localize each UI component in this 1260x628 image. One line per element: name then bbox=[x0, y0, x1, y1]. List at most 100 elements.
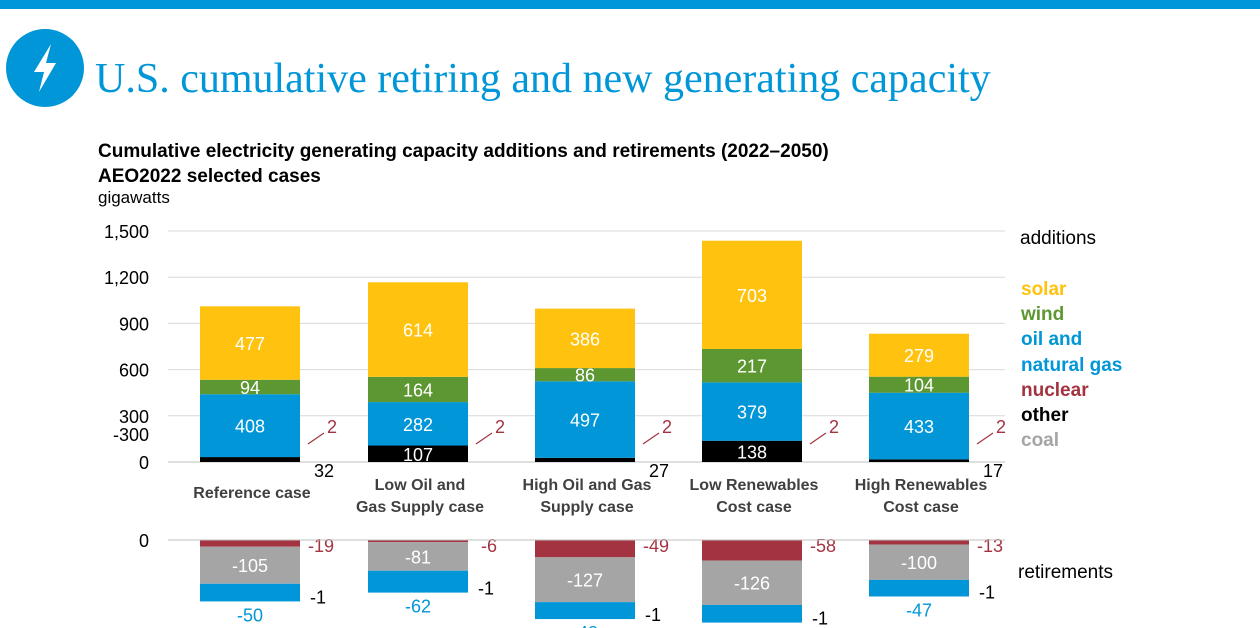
data-label-wind: 104 bbox=[904, 376, 934, 396]
data-label-solar: 279 bbox=[904, 346, 934, 366]
data-label-oil-and-natural-gas: 497 bbox=[570, 411, 600, 431]
data-label-other: 107 bbox=[403, 445, 433, 465]
nuclear-callout-line bbox=[976, 432, 994, 445]
slide-title: U.S. cumulative retiring and new generat… bbox=[95, 56, 991, 102]
additions-label: additions bbox=[1020, 228, 1096, 249]
bar-solar bbox=[869, 333, 969, 377]
data-label-solar: 614 bbox=[403, 321, 433, 341]
legend-item: nuclear bbox=[1021, 380, 1089, 401]
data-label-wind: 164 bbox=[403, 380, 433, 400]
data-label-other: 27 bbox=[649, 461, 669, 481]
nuclear-callout-line bbox=[642, 432, 660, 445]
data-label-retire-nuclear: -6 bbox=[481, 536, 497, 556]
data-label-retire-other: -1 bbox=[310, 587, 326, 607]
bar-wind bbox=[200, 379, 300, 395]
chart-title: Cumulative electricity generating capaci… bbox=[98, 139, 829, 189]
y-tick-label: -300 bbox=[113, 425, 149, 445]
bar-other bbox=[869, 459, 969, 462]
bar-oil-and-natural-gas bbox=[200, 394, 300, 458]
data-label-wind: 94 bbox=[240, 378, 260, 398]
bar-wind bbox=[535, 368, 635, 382]
category-label: Supply case bbox=[540, 499, 633, 516]
data-label-wind: 217 bbox=[737, 357, 767, 377]
retire-bar-nuclear bbox=[535, 540, 635, 558]
retire-bar-oil-and-natural-gas bbox=[869, 579, 969, 597]
legend-item: natural gas bbox=[1021, 355, 1122, 376]
data-label-oil-and-natural-gas: 408 bbox=[235, 417, 265, 437]
category-label: Reference case bbox=[193, 485, 311, 502]
data-label-retire-other: -1 bbox=[812, 609, 828, 628]
retire-bar-oil-and-natural-gas bbox=[535, 602, 635, 620]
category-label: High Oil and Gas bbox=[523, 477, 652, 494]
data-label-solar: 386 bbox=[570, 329, 600, 349]
data-label-solar: 703 bbox=[737, 286, 767, 306]
category-label: Low Oil and bbox=[375, 477, 466, 494]
data-label-retire-nuclear: -13 bbox=[977, 536, 1003, 556]
data-label-retire-oil-gas: -62 bbox=[405, 597, 431, 617]
y-tick-label: 600 bbox=[119, 361, 149, 381]
retire-bar-coal bbox=[702, 560, 802, 605]
data-label-retire-other: -1 bbox=[979, 582, 995, 602]
category-label: High Renewables bbox=[855, 477, 988, 494]
data-label-solar: 477 bbox=[235, 334, 265, 354]
y-tick-label: 1,500 bbox=[104, 222, 149, 242]
data-label-retire-other: -1 bbox=[478, 579, 494, 599]
data-label-nuclear: 2 bbox=[996, 417, 1006, 437]
data-label-other: 17 bbox=[983, 461, 1003, 481]
bar-wind bbox=[869, 376, 969, 393]
data-label-retire-oil-gas: -47 bbox=[906, 600, 932, 620]
retire-bar-nuclear bbox=[200, 540, 300, 547]
data-label-oil-and-natural-gas: 282 bbox=[403, 415, 433, 435]
legend-item: coal bbox=[1021, 430, 1059, 451]
nuclear-callout-line bbox=[307, 432, 325, 445]
bar-solar bbox=[200, 306, 300, 380]
legend-item: solar bbox=[1021, 279, 1067, 300]
bar-oil-and-natural-gas bbox=[535, 381, 635, 458]
logo bbox=[6, 29, 84, 107]
bar-oil-and-natural-gas bbox=[368, 402, 468, 446]
legend-item: other bbox=[1021, 405, 1069, 426]
data-label-retire-coal: -126 bbox=[734, 574, 770, 594]
data-label-wind: 86 bbox=[575, 366, 595, 386]
bar-wind bbox=[702, 348, 802, 383]
lightning-bolt-icon bbox=[34, 44, 56, 92]
top-accent-bar bbox=[0, 0, 1260, 9]
retire-bar-oil-and-natural-gas bbox=[200, 583, 300, 602]
retire-bar-coal bbox=[368, 542, 468, 571]
retire-bar-nuclear bbox=[368, 540, 468, 543]
retire-bar-nuclear bbox=[869, 540, 969, 545]
bar-solar bbox=[535, 308, 635, 369]
y-axis-unit-label: gigawatts bbox=[98, 188, 170, 207]
data-label-retire-coal: -105 bbox=[232, 556, 268, 576]
retire-bar-coal bbox=[200, 546, 300, 584]
y-tick-label: 0 bbox=[139, 531, 149, 551]
data-label-retire-coal: -81 bbox=[405, 547, 431, 567]
retire-bar-oil-and-natural-gas bbox=[702, 604, 802, 623]
bar-other bbox=[200, 457, 300, 462]
category-label: Gas Supply case bbox=[356, 499, 484, 516]
chart-title-line: Cumulative electricity generating capaci… bbox=[98, 141, 829, 162]
data-label-retire-nuclear: -19 bbox=[308, 536, 334, 556]
bar-wind bbox=[368, 376, 468, 403]
data-label-retire-oil-gas: -50 bbox=[739, 627, 765, 628]
nuclear-callout-line bbox=[475, 432, 493, 445]
bar-other bbox=[368, 445, 468, 462]
data-label-retire-nuclear: -58 bbox=[810, 536, 836, 556]
data-label-retire-oil-gas: -48 bbox=[572, 623, 598, 628]
chart-subtitle: AEO2022 selected cases bbox=[98, 166, 321, 187]
y-tick-label: 0 bbox=[139, 453, 149, 473]
data-label-nuclear: 2 bbox=[327, 417, 337, 437]
retire-bar-oil-and-natural-gas bbox=[368, 570, 468, 593]
data-label-retire-oil-gas: -50 bbox=[237, 605, 263, 625]
data-label-oil-and-natural-gas: 379 bbox=[737, 403, 767, 423]
bar-other bbox=[535, 457, 635, 462]
data-label-retire-nuclear: -49 bbox=[643, 536, 669, 556]
bar-oil-and-natural-gas bbox=[702, 382, 802, 441]
data-label-retire-other: -1 bbox=[645, 605, 661, 625]
category-label: Low Renewables bbox=[690, 477, 819, 494]
retirements-label: retirements bbox=[1018, 562, 1113, 583]
bar-oil-and-natural-gas bbox=[869, 392, 969, 460]
data-label-retire-coal: -127 bbox=[567, 571, 603, 591]
bar-solar bbox=[702, 240, 802, 349]
